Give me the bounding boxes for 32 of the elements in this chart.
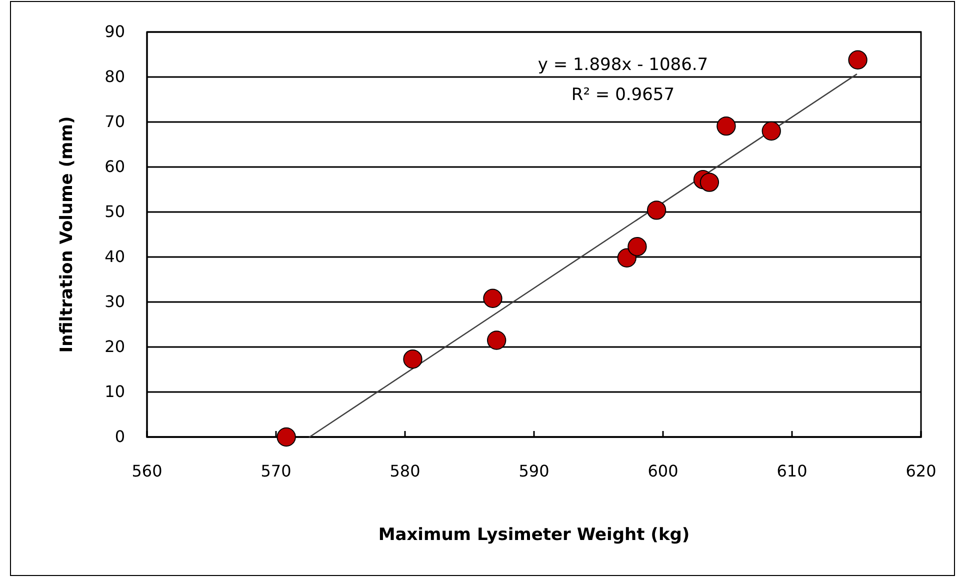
x-tick-label: 560 [132, 461, 162, 480]
point [700, 172, 720, 192]
x-tick-label: 600 [648, 461, 678, 480]
point [486, 330, 506, 350]
x-tick-label: 610 [776, 461, 808, 480]
y-tick-label: 20 [104, 337, 125, 356]
point [848, 50, 868, 70]
y-tick-label: 90 [104, 22, 125, 42]
y-tick-label: 70 [104, 112, 125, 132]
y-tick-label: 10 [104, 382, 125, 402]
point [483, 288, 502, 308]
point [617, 248, 636, 268]
annotation: R² = 0.9657 [571, 85, 675, 105]
x-axis-title: Maximum Lysimeter Weight (kg) [378, 525, 690, 545]
y-axis-title: Infiltration Volume (mm) [57, 116, 77, 353]
y-tick-label: 0 [114, 427, 125, 446]
x-tick-label: 570 [260, 461, 292, 480]
point [762, 121, 781, 141]
x-tick-label: 580 [390, 461, 420, 480]
y-tick-label: 80 [104, 67, 125, 86]
point [276, 427, 296, 447]
y-tick-label: 40 [104, 247, 125, 266]
point [628, 237, 647, 256]
x-tick-label: 620 [906, 461, 936, 480]
y-tick-label: 30 [104, 292, 125, 312]
y-tick-label: 50 [104, 202, 125, 222]
point [403, 350, 422, 369]
point [716, 116, 736, 136]
y-tick-label: 60 [104, 157, 125, 176]
annotation: y = 1.898x - 1086.7 [538, 55, 708, 75]
x-tick-label: 590 [518, 461, 550, 480]
point [646, 200, 666, 220]
